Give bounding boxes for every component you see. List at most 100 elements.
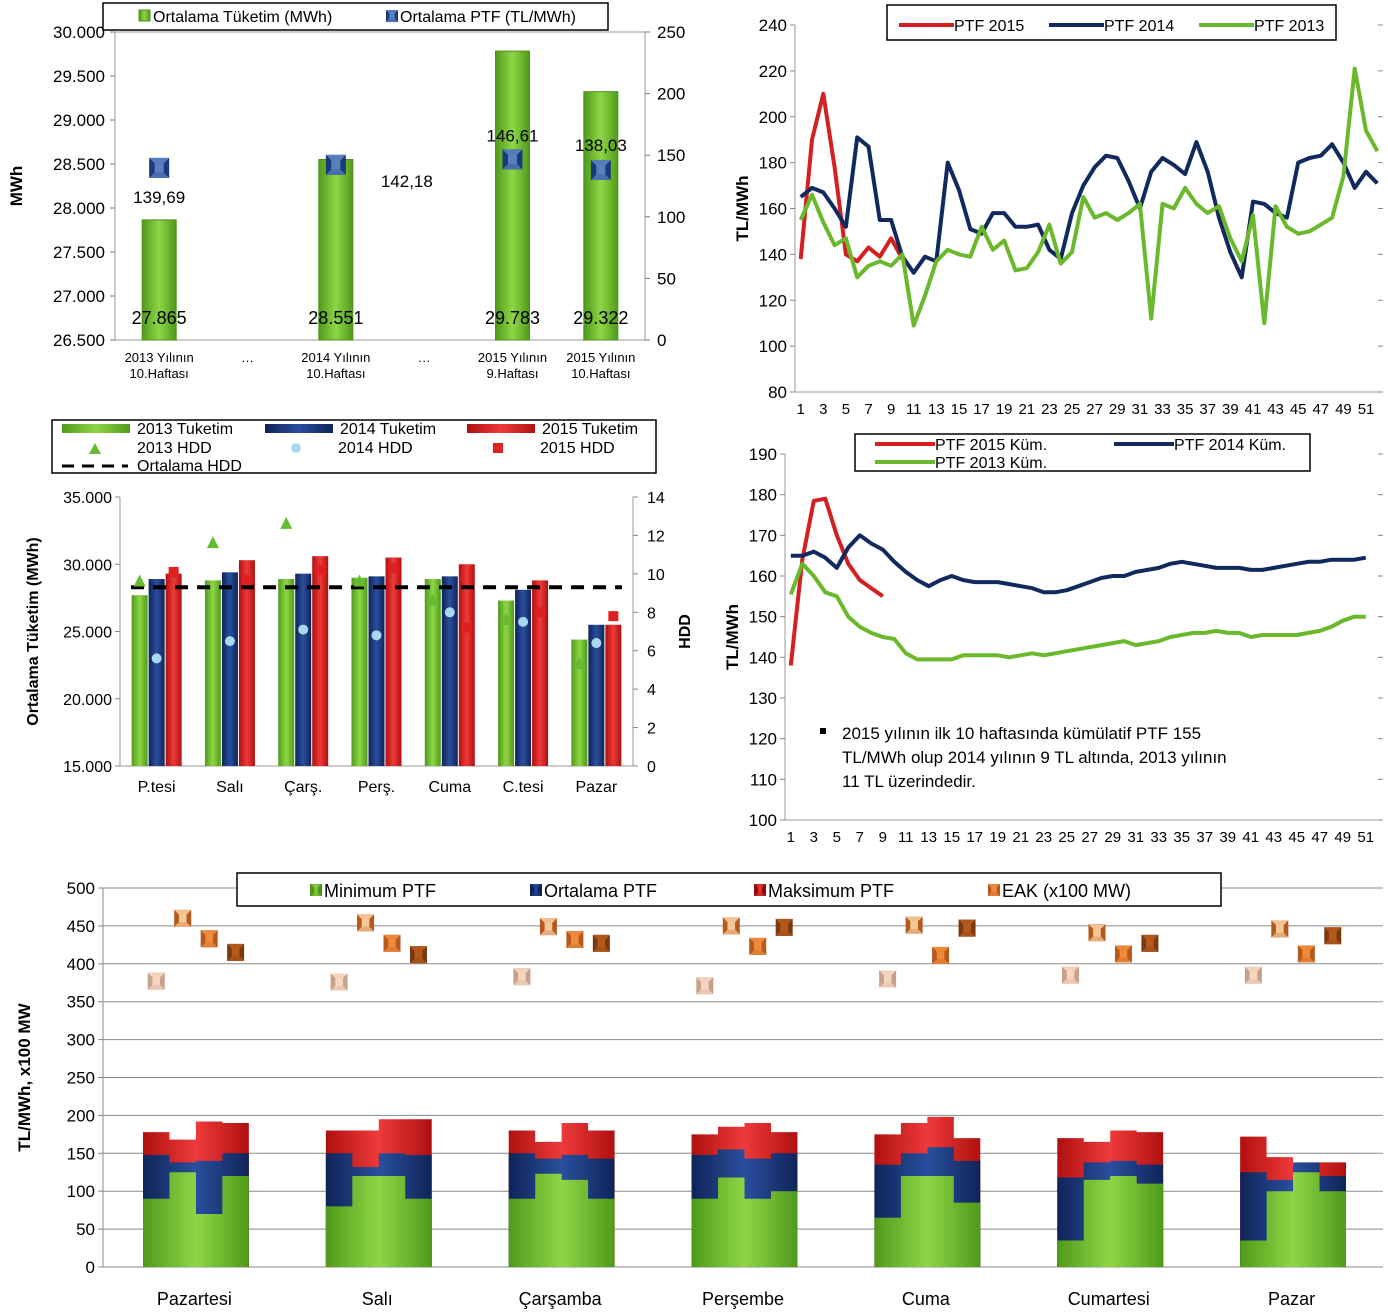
eak-point-face (1302, 950, 1311, 958)
ptf-point (325, 154, 346, 175)
x-tick-label: 13 (920, 829, 937, 846)
y-left-tick-label: 29.500 (53, 67, 105, 86)
day-group (508, 918, 615, 1267)
eak-point-bottom (722, 925, 740, 935)
ptf-point-label: 138,03 (575, 136, 627, 155)
ptf-point-bottom (590, 169, 611, 180)
y-tick-label: 240 (759, 16, 787, 35)
y-left-tick-label: 25.000 (63, 625, 112, 642)
y-tick-label: 160 (749, 567, 777, 586)
consumption-bar (204, 580, 221, 766)
hdd-2014-point (371, 630, 382, 641)
eak-point (932, 946, 950, 964)
legend-label: Ortalama Tüketim (MWh) (153, 9, 332, 26)
x-tick-label: 3 (819, 401, 827, 418)
legend-box (102, 2, 609, 31)
consumption-bar (141, 219, 177, 341)
y-tick-label: 180 (759, 154, 787, 173)
ptf-point-top (502, 149, 523, 160)
y-right-tick-label: 8 (647, 605, 656, 622)
x-tick-label: 15 (943, 829, 960, 846)
legend-hdd-2013-marker (89, 443, 101, 454)
legend-label: PTF 2015 Küm. (935, 437, 1047, 454)
x-tick-label: 19 (989, 829, 1006, 846)
eak-point (330, 973, 348, 991)
x-tick-label: 3 (810, 829, 818, 846)
hdd-2015-point (535, 607, 546, 618)
y-tick-label: 150 (67, 1144, 95, 1163)
eak-point-bottom (592, 943, 610, 952)
y-tick-label: 130 (749, 689, 777, 708)
x-tick-label: 45 (1290, 401, 1307, 418)
y-tick-label: 80 (768, 383, 787, 402)
y-tick-label: 350 (67, 993, 95, 1012)
eak-point (749, 937, 767, 955)
eak-point-top (357, 914, 375, 923)
eak-point-top (200, 930, 218, 939)
legend-label: Minimum PTF (324, 881, 436, 901)
consumption-bar (583, 91, 619, 341)
ptf-min-area (1057, 1176, 1164, 1267)
x-tick-label: 21 (1018, 401, 1035, 418)
y-tick-label: 220 (759, 62, 787, 81)
ptf-min-area (325, 1176, 432, 1267)
eak-point (1141, 934, 1159, 952)
eak-point (775, 918, 793, 936)
eak-point-bottom (383, 943, 401, 952)
consumption-bar (571, 639, 588, 766)
hdd-2014-point (151, 653, 162, 664)
y-left-tick-label: 15.000 (63, 759, 112, 776)
x-tick-label: 41 (1242, 829, 1259, 846)
legend-label: PTF 2013 (1254, 18, 1324, 35)
eak-point-bottom (1324, 935, 1342, 945)
legend-box (236, 872, 1222, 907)
eak-point-bottom (1114, 953, 1132, 963)
y-tick-label: 120 (749, 730, 777, 749)
eak-point (1114, 945, 1132, 963)
ptf-point-face (596, 165, 606, 175)
eak-point-bottom (357, 922, 375, 932)
eak-point-face (727, 922, 736, 930)
eak-point-top (696, 977, 714, 986)
x-tick-label: Pazartesi (157, 1289, 232, 1309)
x-tick-label: 27 (1086, 401, 1103, 418)
ptf-point-bottom (502, 159, 523, 170)
y-axis-title: TL/MWh (733, 175, 752, 241)
ptf-point-label: 146,61 (487, 126, 539, 145)
consumption-bar (351, 577, 368, 766)
x-tick-label: Çarşamba (519, 1289, 603, 1309)
eak-point-top (539, 918, 557, 927)
y-left-tick-label: 30.000 (53, 23, 105, 42)
consumption-bar (458, 564, 475, 766)
legend-swatch-ptf-bottom (386, 16, 398, 22)
y-right-tick-label: 250 (657, 23, 685, 42)
x-tick-label: 2015 Yılının (566, 350, 635, 365)
y-right-tick-label: 100 (657, 208, 685, 227)
x-tick-label: 35 (1173, 829, 1190, 846)
legend-swatch (530, 884, 542, 896)
y-right-tick-label: 2 (647, 721, 656, 738)
x-tick-label: Salı (362, 1289, 393, 1309)
x-tick-label: 1 (787, 829, 795, 846)
hdd-2015-point (168, 566, 179, 577)
eak-point-top (1271, 920, 1289, 929)
consumption-bar (495, 50, 530, 341)
consumption-bar (532, 580, 549, 766)
x-tick-label: Çarş. (284, 779, 322, 796)
x-tick-label: 35 (1177, 401, 1194, 418)
consumption-bar (165, 573, 182, 766)
eak-point-top (932, 946, 950, 956)
hdd-2015-point (461, 622, 472, 633)
ptf-point (590, 159, 611, 180)
legend-label: EAK (x100 MW) (1002, 881, 1131, 901)
eak-point-top (879, 970, 897, 979)
ptf-min-area (691, 1177, 798, 1267)
series-line-ptf-2013 (798, 66, 1380, 328)
ptf-point-bottom (325, 164, 346, 175)
eak-point-face (1146, 939, 1154, 948)
eak-point-top (722, 917, 740, 926)
eak-point (958, 919, 976, 937)
day-group (874, 916, 981, 1267)
legend-hdd-2015-marker (493, 443, 503, 453)
ptf-point (149, 157, 170, 178)
